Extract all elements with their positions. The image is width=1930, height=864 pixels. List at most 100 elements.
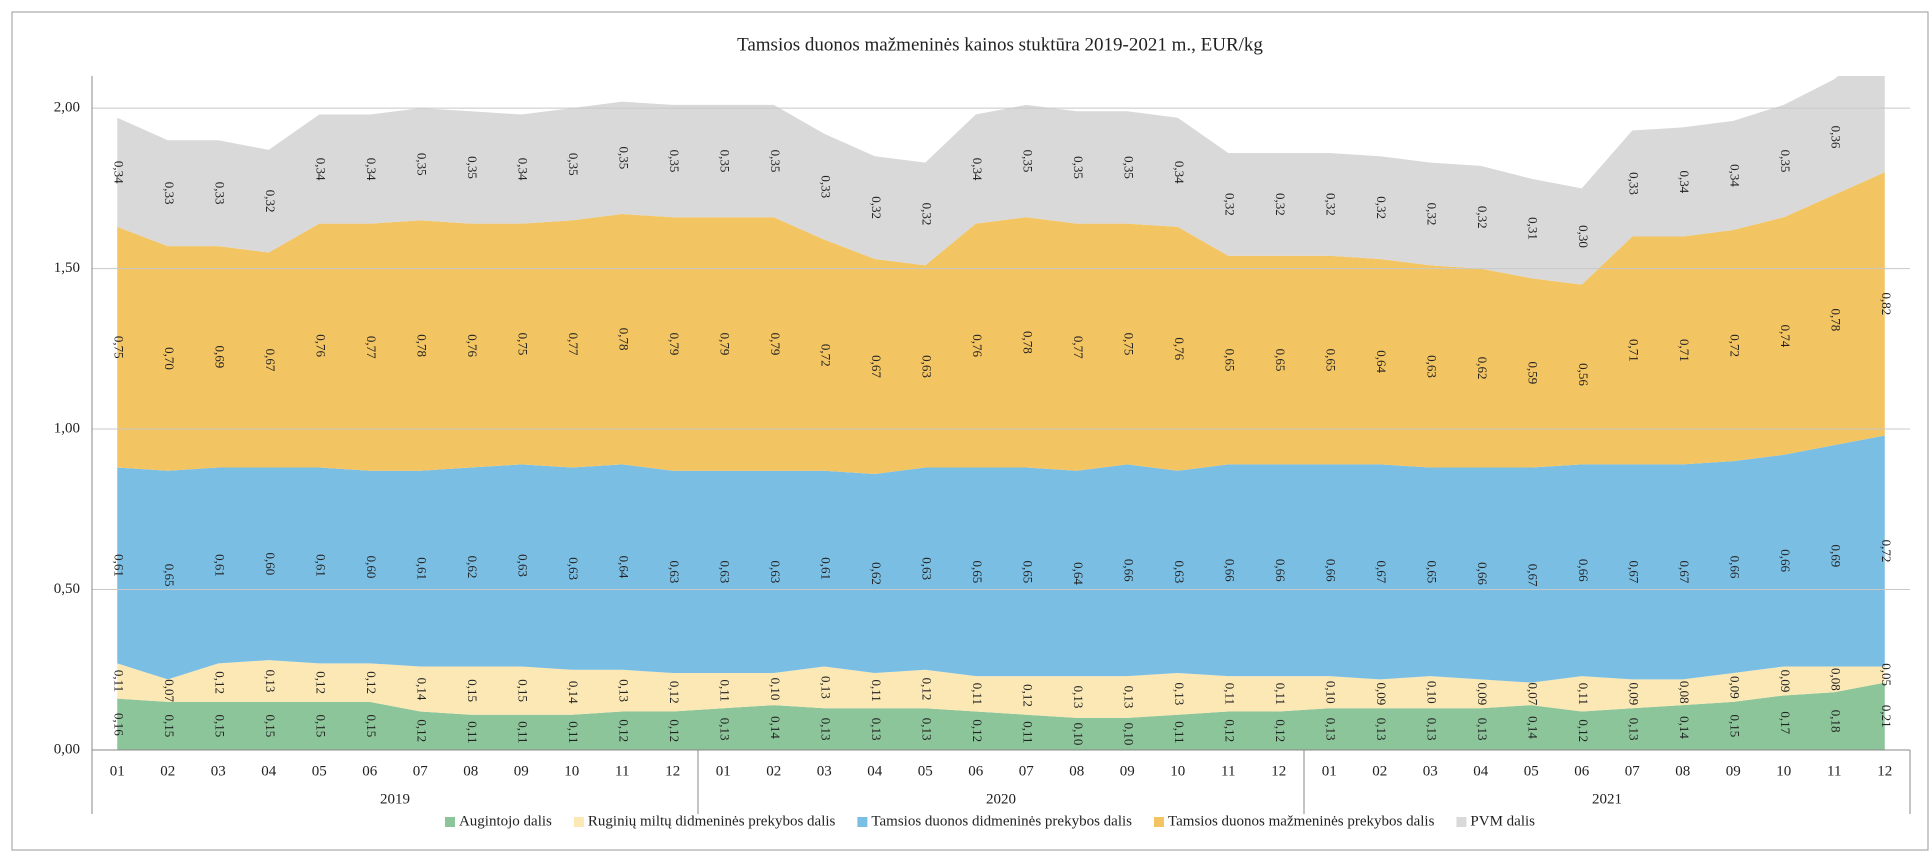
- value-label: 0,65: [1273, 349, 1288, 372]
- x-tick-label: 10: [1776, 763, 1791, 779]
- value-label: 0,11: [1576, 683, 1591, 705]
- x-tick-label: 08: [463, 763, 478, 779]
- value-label: 0,66: [1576, 559, 1591, 582]
- value-label: 0,63: [919, 557, 934, 580]
- value-label: 0,35: [1071, 156, 1086, 179]
- value-label: 0,69: [212, 345, 227, 368]
- value-label: 0,61: [111, 554, 126, 577]
- value-label: 0,15: [313, 715, 328, 738]
- value-label: 0,35: [1121, 156, 1136, 179]
- value-label: 0,32: [1222, 193, 1237, 216]
- x-tick-label: 09: [514, 763, 529, 779]
- value-label: 0,77: [566, 333, 581, 356]
- value-label: 0,13: [1475, 718, 1490, 741]
- value-label: 0,15: [162, 715, 177, 738]
- value-label: 0,35: [717, 150, 732, 173]
- value-label: 0,34: [970, 158, 985, 181]
- area: [117, 172, 1885, 474]
- value-label: 0,14: [1525, 716, 1540, 739]
- value-label: 0,35: [667, 150, 682, 173]
- legend-label: Augintojo dalis: [459, 813, 552, 829]
- value-label: 0,13: [1626, 718, 1641, 741]
- value-label: 0,11: [465, 721, 480, 743]
- value-label: 0,12: [1222, 719, 1237, 742]
- value-label: 0,72: [1879, 540, 1894, 563]
- value-label: 0,35: [414, 153, 429, 176]
- value-label: 0,66: [1475, 562, 1490, 585]
- value-label: 0,13: [1424, 718, 1439, 741]
- value-label: 0,12: [1273, 719, 1288, 742]
- value-label: 0,32: [263, 190, 278, 213]
- value-label: 0,62: [869, 562, 884, 585]
- x-tick-label: 05: [312, 763, 327, 779]
- x-tick-label: 02: [160, 763, 175, 779]
- value-label: 0,13: [616, 679, 631, 702]
- value-label: 0,64: [1071, 562, 1086, 585]
- value-label: 0,11: [717, 679, 732, 701]
- value-label: 0,67: [1525, 564, 1540, 587]
- value-label: 0,09: [1727, 676, 1742, 699]
- value-label: 0,71: [1626, 339, 1641, 362]
- x-tick-label: 05: [1524, 763, 1539, 779]
- value-label: 0,67: [869, 355, 884, 378]
- value-label: 0,18: [1828, 710, 1843, 733]
- value-label: 0,11: [970, 683, 985, 705]
- value-label: 0,12: [970, 719, 985, 742]
- x-tick-label: 06: [968, 763, 984, 779]
- value-label: 0,78: [616, 328, 631, 351]
- x-tick-label: 03: [211, 763, 226, 779]
- area: [117, 682, 1885, 750]
- value-label: 0,07: [162, 679, 177, 702]
- value-label: 0,32: [919, 203, 934, 226]
- value-label: 0,61: [313, 554, 328, 577]
- value-label: 0,12: [1576, 719, 1591, 742]
- chart-frame: [11, 11, 1929, 851]
- value-label: 0,10: [768, 678, 783, 701]
- value-label: 0,34: [364, 158, 379, 181]
- value-label: 0,32: [1374, 196, 1389, 219]
- value-label: 0,79: [667, 333, 682, 356]
- value-label: 0,34: [111, 161, 126, 184]
- value-label: 0,13: [818, 718, 833, 741]
- x-tick-label: 07: [413, 763, 429, 779]
- x-tick-label: 10: [564, 763, 579, 779]
- value-label: 0,12: [364, 671, 379, 694]
- value-label: 0,09: [1778, 670, 1793, 693]
- value-label: 0,15: [263, 715, 278, 738]
- x-tick-label: 12: [1271, 763, 1286, 779]
- value-label: 0,79: [717, 333, 732, 356]
- value-label: 0,15: [212, 715, 227, 738]
- y-tick-label: 0,00: [54, 741, 80, 757]
- value-label: 0,34: [313, 158, 328, 181]
- value-label: 0,61: [818, 557, 833, 580]
- value-label: 0,70: [162, 347, 177, 370]
- value-label: 0,65: [970, 560, 985, 583]
- value-label: 0,34: [1677, 171, 1692, 194]
- value-label: 0,12: [212, 671, 227, 694]
- value-label: 0,08: [1828, 668, 1843, 691]
- value-label: 0,09: [1626, 682, 1641, 705]
- x-tick-label: 01: [1322, 763, 1337, 779]
- value-label: 0,66: [1778, 549, 1793, 572]
- value-label: 0,14: [414, 678, 429, 701]
- value-label: 0,65: [1222, 349, 1237, 372]
- value-label: 0,62: [465, 556, 480, 579]
- value-label: 0,66: [1121, 559, 1136, 582]
- legend-label: PVM dalis: [1470, 813, 1535, 829]
- value-label: 0,60: [263, 552, 278, 575]
- value-label: 0,63: [667, 560, 682, 583]
- y-tick-label: 1,50: [54, 260, 80, 276]
- value-label: 0,66: [1323, 559, 1338, 582]
- x-tick-label: 03: [1423, 763, 1438, 779]
- x-tick-label: 09: [1120, 763, 1135, 779]
- value-label: 0,75: [111, 336, 126, 359]
- value-label: 0,59: [1525, 362, 1540, 385]
- legend-label: Ruginių miltų didmeninės prekybos dalis: [588, 813, 836, 829]
- value-label: 0,11: [515, 721, 530, 743]
- chart-title: Tamsios duonos mažmeninės kainos stuktūr…: [737, 34, 1263, 55]
- x-tick-label: 04: [261, 763, 277, 779]
- legend-swatch: [444, 817, 455, 827]
- value-label: 0,79: [768, 333, 783, 356]
- legend-label: Tamsios duonos didmeninės prekybos dalis: [871, 813, 1132, 829]
- y-tick-label: 2,00: [54, 100, 80, 116]
